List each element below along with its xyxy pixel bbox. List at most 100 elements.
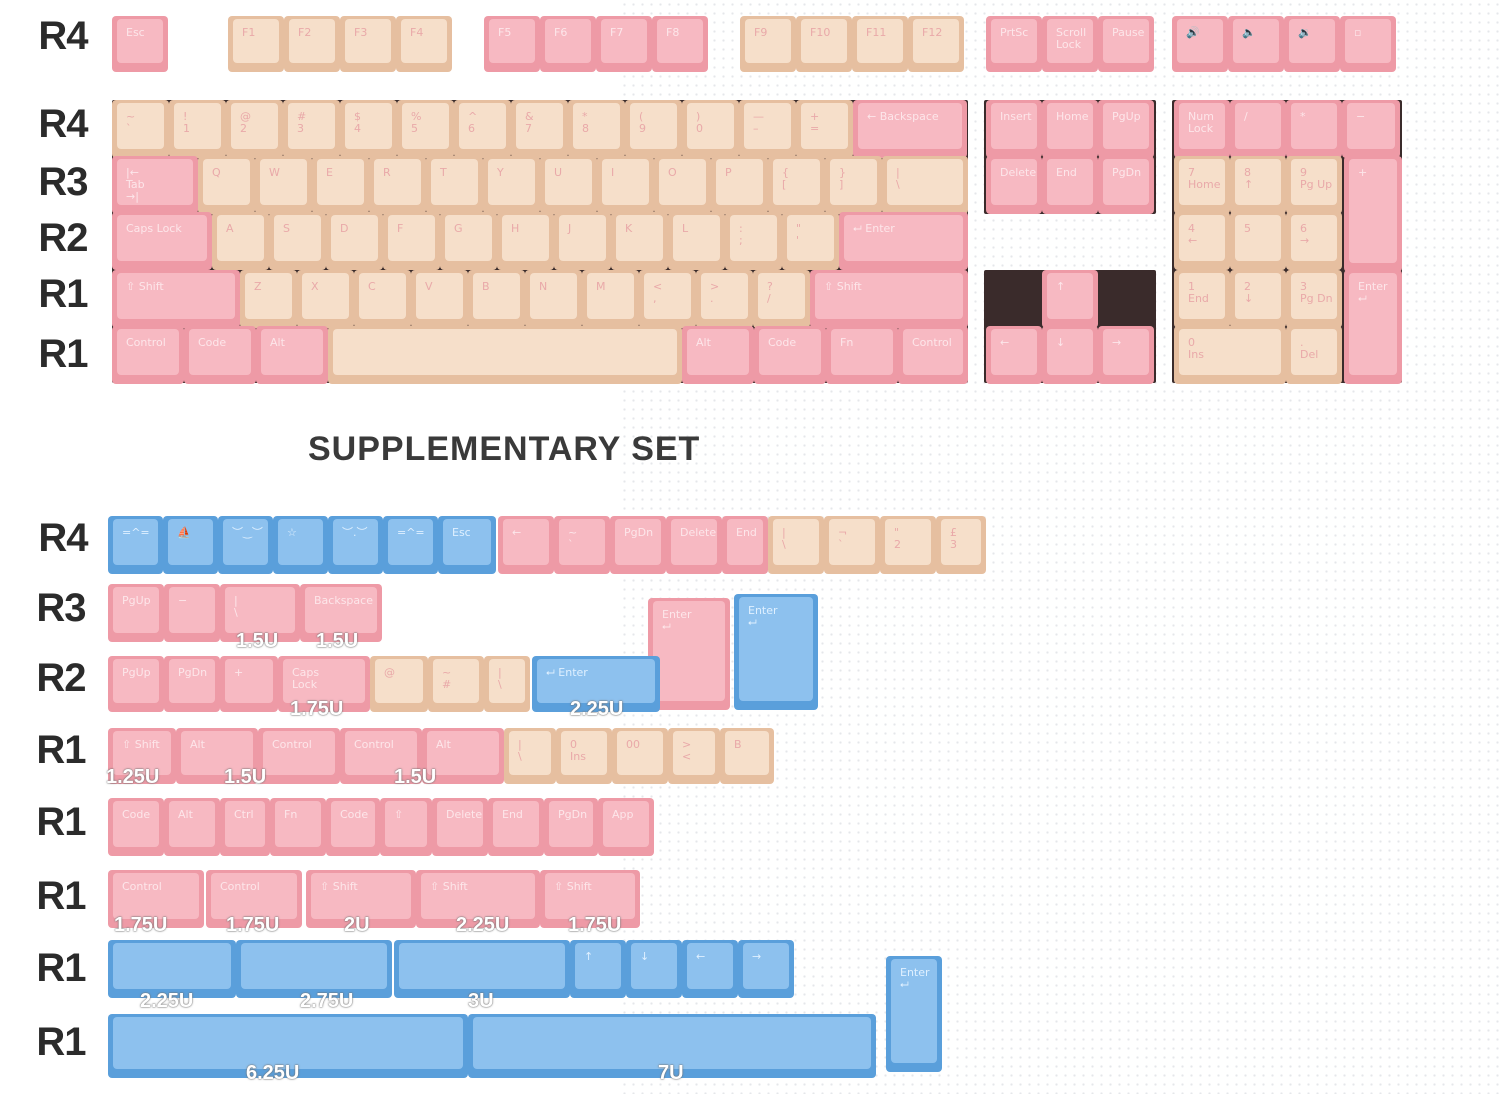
keycap-legend: ← [1000,336,1010,349]
keycap-top: > < [673,731,715,775]
keycap: + [1344,156,1402,272]
keycap-top: Ctrl [225,801,265,847]
row-label: R3 [38,160,88,204]
keycap-legend: ▫ [1354,26,1362,39]
keycap-top: − [169,587,215,633]
keycap-top: F8 [657,19,703,63]
keycap: Esc [112,16,168,72]
keycap-top: ↓ [1047,329,1093,375]
keycap-top: ¬ ` [829,519,875,565]
keycap-legend: 00 [626,738,640,751]
keycap-top: % 5 [402,103,449,149]
keycap-legend: ⇧ Shift [554,880,592,893]
row-label: R2 [36,656,86,700]
keycap: ¬ ` [824,516,880,574]
keycap-legend: 7 Home [1188,166,1221,191]
keycap-legend: Control [220,880,260,893]
keycap: ~ ` [554,516,610,574]
keycap: 4 ← [1174,212,1230,270]
keycap: J [554,212,611,270]
keycap: PgDn [1098,156,1154,214]
keycap-legend: Caps Lock [126,222,182,235]
keycap: 9 Pg Up [1286,156,1342,214]
keycap-legend: ︶.︶ [342,526,368,539]
keycap: 🔉 [1284,16,1340,72]
keycap: Alt [422,728,504,784]
keycap: ← [498,516,554,574]
keycap-legend: =^= [122,526,150,539]
keycap-top: ← [503,519,549,565]
keycap-top: & 7 [516,103,563,149]
keycap-legend: Code [122,808,151,821]
keycap-legend: Insert [1000,110,1032,123]
keycap-top: F12 [913,19,959,63]
keycap: G [440,212,497,270]
row-label: R1 [38,332,88,376]
keycap-legend: Alt [178,808,193,821]
keycap-top: 3 Pg Dn [1291,273,1337,319]
keycap-top: ↓ [631,943,677,989]
keycap-top: ︶.︶ [333,519,378,565]
keycap: F3 [340,16,396,72]
keycap-top: Delete [437,801,483,847]
keycap-top: } ] [830,159,877,205]
keycap-top: H [502,215,549,261]
keycap-top: ~ ` [117,103,164,149]
keycap: ↓ [1042,326,1098,384]
keycap-legend: | \ [498,666,502,691]
keycap: PgUp [108,584,164,642]
keycap-legend: Fn [840,336,854,349]
keycap-top: Fn [831,329,893,375]
keycap-top: < , [644,273,691,319]
keycap: Num Lock [1174,100,1230,158]
keycap-legend: 🔈 [1242,26,1256,39]
keycap: Code [108,798,164,856]
keycap: ~ # [428,656,484,712]
keycap-legend: | \ [782,526,786,551]
keycap-legend: F3 [354,26,368,39]
keycap-top: End [727,519,763,565]
size-label: 7U [658,1062,684,1084]
keycap: F [383,212,440,270]
keycap-legend: + = [810,110,820,135]
keycap: F8 [652,16,708,72]
keycap-top: | \ [489,659,525,703]
keycap-legend: > < [682,738,692,763]
section-title: SUPPLEMENTARY SET [308,430,701,468]
keycap: ⇧ Shift [112,270,240,328]
keycap: : ; [725,212,782,270]
keycap-legend: R [383,166,391,179]
keycap: V [411,270,468,328]
keycap-top: ← [991,329,1037,375]
size-label: 2U [344,914,370,936]
keycap-legend: ← [696,950,706,963]
keycap-top [113,1017,463,1069]
keycap: Home [1042,100,1098,158]
keycap-legend: ↑ [584,950,594,963]
keycap-top: 1 End [1179,273,1225,319]
keycap-legend: G [454,222,463,235]
keycap-legend: " 2 [894,526,901,551]
keycap: P [711,156,768,214]
keycap: End [722,516,768,574]
keycap-top: Delete [991,159,1037,205]
keycap: ⮠ Enter [532,656,660,712]
keycap-legend: 1 End [1188,280,1209,305]
keycap-top: Control [113,873,199,919]
keycap-legend: Code [768,336,797,349]
keycap: | \ [484,656,530,712]
keycap-top: . Del [1291,329,1337,375]
keycap-legend: Code [198,336,227,349]
keycap-top: 0 Ins [561,731,607,775]
keycap-top: " 2 [885,519,931,565]
keycap-legend: C [368,280,376,293]
keycap-top: =^= [113,519,158,565]
size-label: 2.25U [570,698,624,720]
keycap-top: ↑ [1047,273,1093,319]
keycap-top: * [1291,103,1337,149]
keycap-top: PgDn [549,801,593,847]
keycap-top: ⇧ [385,801,427,847]
keycap-legend: |← Tab →| [126,166,145,203]
keycap-top: ( 9 [630,103,677,149]
keycap: £ 3 [936,516,986,574]
